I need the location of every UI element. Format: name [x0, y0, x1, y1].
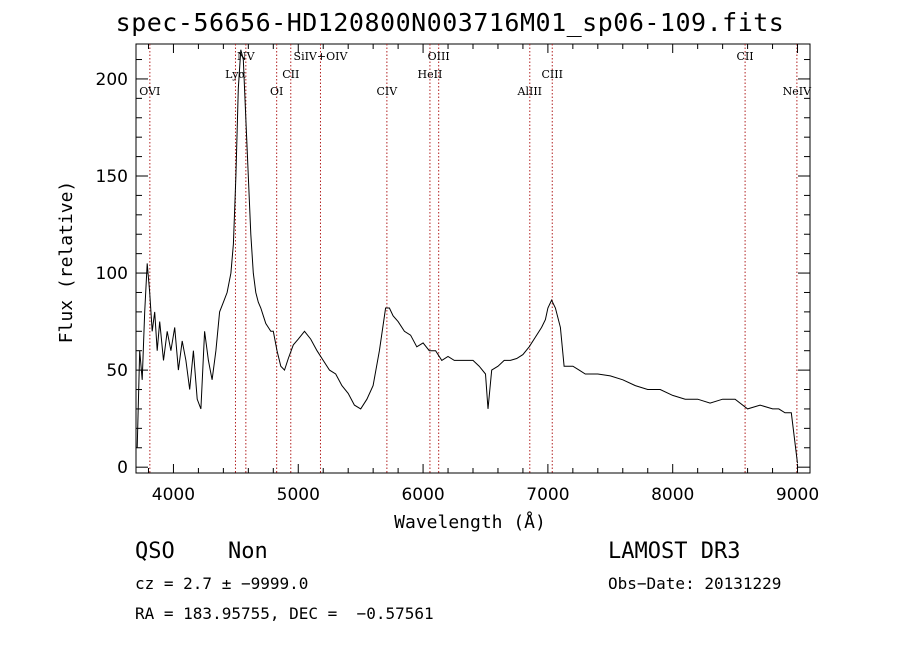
spectrum-line [136, 49, 798, 464]
y-tick-label: 150 [96, 167, 128, 187]
plot-border [135, 43, 811, 474]
chart-title: spec-56656-HD120800N003716M01_sp06-109.f… [115, 8, 785, 37]
x-tick-label: 4000 [152, 485, 195, 505]
line-marker-label: AlIII [517, 85, 543, 98]
line-marker-label: SiIV+OIV [294, 50, 349, 63]
x-tick-label: 9000 [776, 485, 819, 505]
axis-labels: Wavelength (Å) Flux (relative) [56, 181, 546, 533]
coordinates-text: RA = 183.95755, DEC = −0.57561 [135, 604, 434, 623]
line-marker-label: CIV [377, 85, 399, 98]
line-marker-label: OIII [428, 50, 450, 63]
y-tick-label: 50 [106, 361, 128, 381]
line-marker-label: CIII [542, 68, 563, 81]
y-tick-label: 0 [117, 458, 128, 478]
y-tick-label: 200 [96, 70, 128, 90]
line-marker-label: HeII [418, 68, 443, 81]
plot-frame [135, 43, 811, 474]
line-marker-label: NeIV [783, 85, 812, 98]
redshift-text: cz = 2.7 ± −9999.0 [135, 574, 309, 593]
x-axis-label: Wavelength (Å) [394, 511, 546, 533]
line-marker-label: Lyα [225, 68, 246, 81]
line-marker-label: CII [282, 68, 299, 81]
object-subclass: Non [228, 539, 268, 564]
x-tick-label: 8000 [651, 485, 694, 505]
y-tick-label: 100 [96, 264, 128, 284]
axis-ticks: 4000 5000 6000 7000 8000 9000 0 50 100 150 200 [96, 44, 819, 505]
x-tick-label: 5000 [277, 485, 320, 505]
x-tick-label: 7000 [526, 485, 569, 505]
line-marker-label: OVI [139, 85, 160, 98]
object-class: QSO [135, 539, 175, 564]
x-tick-label: 6000 [401, 485, 444, 505]
survey-label: LAMOST DR3 [608, 539, 741, 564]
obs-date-text: Obs−Date: 20131229 [608, 574, 782, 593]
spectrum-series [136, 49, 798, 464]
y-axis-label: Flux (relative) [56, 181, 77, 344]
line-marker-label: CII [737, 50, 754, 63]
emission-line-markers: OVILyαNVOICIISiIV+OIVCIVHeIIOIIIAlIIICII… [139, 44, 812, 473]
line-marker-label: OI [270, 85, 283, 98]
